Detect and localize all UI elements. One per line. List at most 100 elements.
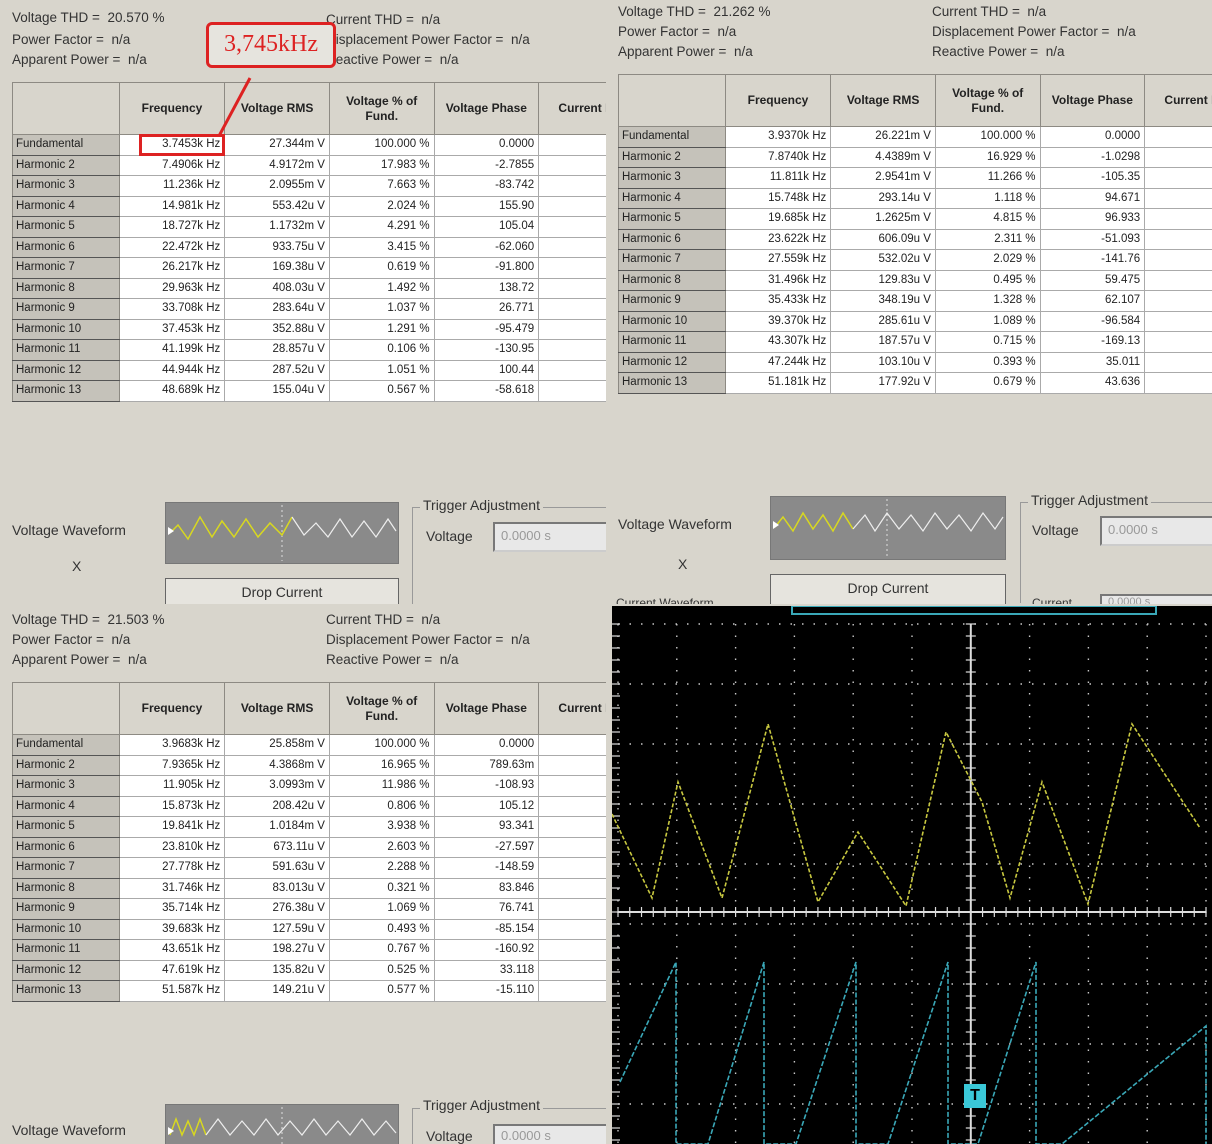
trigger-voltage-field[interactable]: 0.0000 s [493,1124,606,1144]
frequency-cell: 27.778k Hz [118,857,226,879]
voltage-phase-cell: 0.0000 [1039,126,1146,148]
voltage-pct-cell: 3.938 % [328,816,435,838]
table-row[interactable]: Harmonic 5 18.727k Hz 1.1732m V 4.291 % 105.… [12,216,606,238]
voltage-phase-cell: 105.04 [433,216,540,238]
voltage-phase-cell: -105.35 [1039,167,1146,189]
col-header-voltage-phase[interactable]: Voltage Phase [433,682,540,735]
voltage-phase-cell: 43.636 [1039,372,1146,394]
table-row[interactable]: Harmonic 2 7.9365k Hz 4.3868m V 16.965 % 789… [12,754,606,776]
current-rms-cell [1144,372,1212,394]
row-label: Fundamental [618,126,726,148]
table-row[interactable]: Harmonic 6 22.472k Hz 933.75u V 3.415 % -62.… [12,236,606,258]
voltage-waveform-preview[interactable] [165,502,399,564]
col-header-voltage-rms[interactable]: Voltage RMS [830,74,936,127]
frequency-annotation: 3,745kHz [206,22,336,68]
current-rms-cell [1144,310,1212,332]
table-row[interactable]: Harmonic 6 23.622k Hz 606.09u V 2.311 % -51.… [618,228,1212,250]
table-row[interactable]: Harmonic 10 37.453k Hz 352.88u V 1.291 % -95… [12,318,606,340]
table-row[interactable]: Harmonic 11 43.307k Hz 187.57u V 0.715 % -16… [618,331,1212,353]
voltage-pct-cell: 11.266 % [934,167,1041,189]
table-row[interactable]: Harmonic 7 27.778k Hz 591.63u V 2.288 % -148… [12,857,606,879]
table-row[interactable]: Harmonic 4 14.981k Hz 553.42u V 2.024 % 155.… [12,195,606,217]
table-row[interactable]: Harmonic 13 48.689k Hz 155.04u V 0.567 % -58… [12,380,606,402]
col-header-frequency[interactable]: Frequency [118,682,226,735]
table-row[interactable]: Harmonic 5 19.685k Hz 1.2625m V 4.815 % 96.9… [618,208,1212,230]
table-row[interactable]: Harmonic 3 11.236k Hz 2.0955m V 7.663 % -83.… [12,175,606,197]
col-header-voltage-pct[interactable]: Voltage % of Fund. [934,74,1041,127]
table-row[interactable]: Harmonic 3 11.811k Hz 2.9541m V 11.266 % -10… [618,167,1212,189]
col-header-voltage-pct[interactable]: Voltage % of Fund. [328,682,435,735]
voltage-rms-cell: 287.52u V [224,359,330,381]
table-row[interactable]: Harmonic 10 39.370k Hz 285.61u V 1.089 % -96… [618,310,1212,332]
col-header-frequency[interactable]: Frequency [724,74,832,127]
table-row[interactable]: Harmonic 13 51.181k Hz 177.92u V 0.679 % 43.… [618,372,1212,394]
table-row[interactable]: Harmonic 12 44.944k Hz 287.52u V 1.051 % 100… [12,359,606,381]
trigger-voltage-field[interactable]: 0.0000 s [1100,516,1212,546]
table-row[interactable]: Fundamental 3.9683k Hz 25.858m V 100.000 % 0… [12,734,606,756]
voltage-rms-cell: 177.92u V [830,372,936,394]
table-row[interactable]: Harmonic 6 23.810k Hz 673.11u V 2.603 % -27.… [12,836,606,858]
frequency-cell: 33.708k Hz [118,298,226,320]
table-row[interactable]: Harmonic 12 47.244k Hz 103.10u V 0.393 % 35.… [618,351,1212,373]
x-mark: X [72,558,82,574]
col-header-voltage-rms[interactable]: Voltage RMS [224,82,330,135]
table-row[interactable]: Harmonic 3 11.905k Hz 3.0993m V 11.986 % -10… [12,775,606,797]
table-row[interactable]: Harmonic 4 15.873k Hz 208.42u V 0.806 % 105.… [12,795,606,817]
voltage-rms-cell: 1.1732m V [224,216,330,238]
col-header-frequency[interactable]: Frequency [118,82,226,135]
row-label: Harmonic 6 [12,236,120,258]
table-row[interactable]: Harmonic 7 27.559k Hz 532.02u V 2.029 % -141… [618,249,1212,271]
x-mark: X [678,556,688,572]
frequency-cell: 48.689k Hz [118,380,226,402]
current-rms-cell [1144,126,1212,148]
table-row[interactable]: Harmonic 2 7.8740k Hz 4.4389m V 16.929 % -1.… [618,146,1212,168]
trigger-adjustment-title: Trigger Adjustment [1028,492,1151,508]
col-header-current-rms[interactable]: Current RMS [538,682,606,735]
row-label: Harmonic 2 [618,146,726,168]
table-row[interactable]: Harmonic 4 15.748k Hz 293.14u V 1.118 % 94.6… [618,187,1212,209]
table-row[interactable]: Harmonic 8 31.496k Hz 129.83u V 0.495 % 59.4… [618,269,1212,291]
table-row[interactable]: Harmonic 12 47.619k Hz 135.82u V 0.525 % 33.… [12,959,606,981]
table-row[interactable]: Harmonic 9 35.714k Hz 276.38u V 1.069 % 76.7… [12,898,606,920]
voltage-waveform-preview[interactable] [165,1104,399,1144]
voltage-phase-cell: 93.341 [433,816,540,838]
trigger-voltage-field[interactable]: 0.0000 s [493,522,606,552]
voltage-phase-cell: -108.93 [433,775,540,797]
table-row[interactable]: Harmonic 9 33.708k Hz 283.64u V 1.037 % 26.7… [12,298,606,320]
table-row[interactable]: Harmonic 5 19.841k Hz 1.0184m V 3.938 % 93.3… [12,816,606,838]
col-header-voltage-rms[interactable]: Voltage RMS [224,682,330,735]
current-rms-cell [538,898,606,920]
power-factor-readout: Power Factor = n/a [618,24,737,39]
table-row[interactable]: Harmonic 11 41.199k Hz 28.857u V 0.106 % -13… [12,339,606,361]
table-row[interactable]: Harmonic 9 35.433k Hz 348.19u V 1.328 % 62.1… [618,290,1212,312]
table-row[interactable]: Harmonic 7 26.217k Hz 169.38u V 0.619 % -91.… [12,257,606,279]
voltage-rms-cell: 352.88u V [224,318,330,340]
col-header-voltage-phase[interactable]: Voltage Phase [1039,74,1146,127]
voltage-waveform-preview[interactable] [770,496,1006,560]
table-row[interactable]: Fundamental 3.7453k Hz 27.344m V 100.000 % 0… [12,134,606,156]
frequency-cell: 43.651k Hz [118,939,226,961]
row-label: Harmonic 5 [618,208,726,230]
frequency-cell: 3.7453k Hz [118,134,226,156]
drop-current-button[interactable]: Drop Current [770,574,1006,604]
table-row[interactable]: Fundamental 3.9370k Hz 26.221m V 100.000 % 0… [618,126,1212,148]
table-row[interactable]: Harmonic 8 31.746k Hz 83.013u V 0.321 % 83.8… [12,877,606,899]
col-header-voltage-pct[interactable]: Voltage % of Fund. [328,82,435,135]
fundamental-frequency-highlight [139,134,225,156]
table-row[interactable]: Harmonic 8 29.963k Hz 408.03u V 1.492 % 138.… [12,277,606,299]
voltage-phase-cell: 94.671 [1039,187,1146,209]
drop-current-button[interactable]: Drop Current [165,578,399,604]
row-label: Harmonic 5 [12,816,120,838]
row-label: Harmonic 9 [618,290,726,312]
current-trigger-field[interactable]: 0.0000 s [1100,594,1212,604]
col-header-current-rms[interactable]: Current RMS [538,82,606,135]
table-row[interactable]: Harmonic 13 51.587k Hz 149.21u V 0.577 % -15… [12,980,606,1002]
row-label: Harmonic 8 [12,277,120,299]
harmonics-panel-2: Voltage THD = 21.262 % Power Factor = n/… [612,0,1212,604]
table-row[interactable]: Harmonic 10 39.683k Hz 127.59u V 0.493 % -85… [12,918,606,940]
table-row[interactable]: Harmonic 11 43.651k Hz 198.27u V 0.767 % -16… [12,939,606,961]
trigger-voltage-label: Voltage [426,528,473,544]
col-header-voltage-phase[interactable]: Voltage Phase [433,82,540,135]
col-header-current-rms[interactable]: Current RMS [1144,74,1212,127]
table-row[interactable]: Harmonic 2 7.4906k Hz 4.9172m V 17.983 % -2.… [12,154,606,176]
